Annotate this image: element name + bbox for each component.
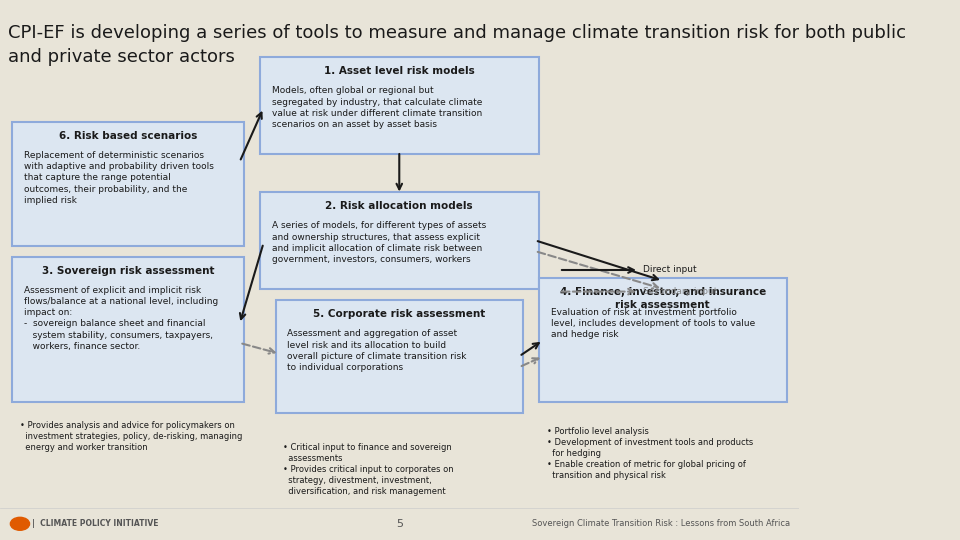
Text: • Provides analysis and advice for policymakers on
  investment strategies, poli: • Provides analysis and advice for polic… (20, 421, 242, 453)
Text: Secondary input: Secondary input (643, 287, 717, 296)
Text: 4. Finance, investor, and insurance
risk assessment: 4. Finance, investor, and insurance risk… (560, 287, 766, 309)
Text: |  CLIMATE POLICY INITIATIVE: | CLIMATE POLICY INITIATIVE (32, 519, 158, 528)
Text: Assessment and aggregation of asset
level risk and its allocation to build
overa: Assessment and aggregation of asset leve… (287, 329, 467, 372)
FancyBboxPatch shape (276, 300, 523, 413)
FancyBboxPatch shape (12, 256, 244, 402)
Text: Models, often global or regional but
segregated by industry, that calculate clim: Models, often global or regional but seg… (272, 86, 482, 129)
Text: CPI-EF is developing a series of tools to measure and manage climate transition : CPI-EF is developing a series of tools t… (8, 24, 906, 66)
Text: Assessment of explicit and implicit risk
flows/balance at a national level, incl: Assessment of explicit and implicit risk… (24, 286, 218, 350)
FancyBboxPatch shape (259, 192, 539, 289)
Text: 3. Sovereign risk assessment: 3. Sovereign risk assessment (41, 266, 214, 276)
FancyBboxPatch shape (12, 122, 244, 246)
Text: 2. Risk allocation models: 2. Risk allocation models (325, 201, 473, 211)
Circle shape (11, 517, 30, 530)
Text: 5. Corporate risk assessment: 5. Corporate risk assessment (313, 309, 486, 319)
Text: Replacement of deterministic scenarios
with adaptive and probability driven tool: Replacement of deterministic scenarios w… (24, 151, 214, 205)
Text: • Portfolio level analysis
• Development of investment tools and products
  for : • Portfolio level analysis • Development… (547, 427, 754, 480)
Text: 5: 5 (396, 519, 403, 529)
Text: Direct input: Direct input (643, 266, 696, 274)
Text: • Critical input to finance and sovereign
  assessments
• Provides critical inpu: • Critical input to finance and sovereig… (283, 443, 454, 496)
Text: Sovereign Climate Transition Risk : Lessons from South Africa: Sovereign Climate Transition Risk : Less… (533, 519, 791, 528)
FancyBboxPatch shape (259, 57, 539, 154)
FancyBboxPatch shape (539, 278, 786, 402)
Text: A series of models, for different types of assets
and ownership structures, that: A series of models, for different types … (272, 221, 486, 264)
Text: Evaluation of risk at investment portfolio
level, includes development of tools : Evaluation of risk at investment portfol… (551, 308, 756, 339)
Text: 1. Asset level risk models: 1. Asset level risk models (324, 66, 474, 76)
FancyBboxPatch shape (0, 0, 799, 65)
Text: 6. Risk based scenarios: 6. Risk based scenarios (59, 131, 197, 141)
